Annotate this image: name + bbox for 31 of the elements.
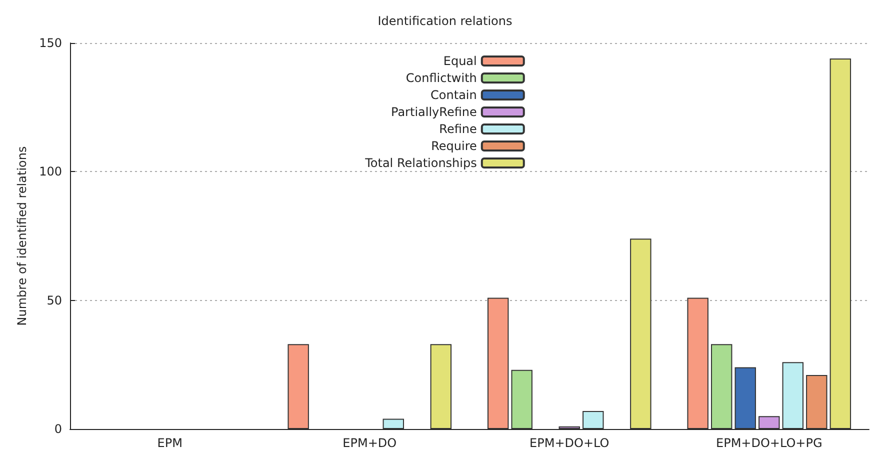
bar (511, 370, 532, 429)
bar (382, 418, 404, 429)
y-axis-title: Numbre of identified relations (15, 146, 29, 326)
legend-label: PartiallyRefine (391, 105, 477, 119)
bar (630, 238, 652, 429)
bar (758, 416, 780, 429)
bar (830, 58, 852, 429)
y-tick-label: 100 (39, 164, 62, 179)
bar (734, 367, 756, 429)
bar (288, 344, 309, 429)
legend-label: Refine (439, 122, 477, 136)
legend-label: Conflictwith (406, 71, 477, 85)
y-tick-label: 50 (46, 293, 62, 308)
legend-label: Require (431, 139, 477, 153)
chart-title: Identification relations (378, 14, 512, 28)
bar (782, 362, 804, 429)
y-tick-label: 150 (39, 36, 62, 50)
legend-label: Total Relationships (364, 156, 477, 170)
legend-label: Contain (430, 88, 477, 102)
bar (710, 344, 732, 429)
x-tick-label: EPM (157, 436, 182, 450)
legend-label: Equal (443, 54, 477, 68)
bar (582, 410, 604, 429)
bar (806, 374, 828, 429)
bar (430, 344, 452, 429)
y-tick-label: 0 (54, 422, 62, 436)
x-tick-label: EPM+DO (342, 436, 397, 450)
bar (487, 298, 509, 429)
bar (687, 298, 708, 429)
x-tick-label: EPM+DO+LO+PG (716, 436, 822, 450)
x-tick-label: EPM+DO+LO (530, 436, 610, 450)
